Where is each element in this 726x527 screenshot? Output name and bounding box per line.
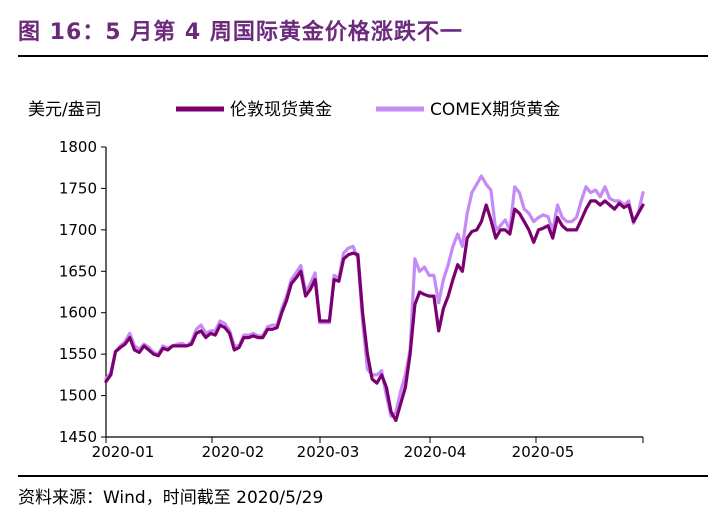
- y-tick-label: 1450: [59, 428, 97, 446]
- x-tick-label: 2020-01: [92, 443, 155, 461]
- gold-price-line-chart: 美元/盎司 伦敦现货黄金 COMEX期货黄金 1800 1750 1700 1650 16…: [28, 100, 645, 461]
- y-tick-label: 1500: [59, 387, 97, 405]
- legend-label: COMEX期货黄金: [430, 100, 560, 120]
- title-divider: [18, 55, 708, 57]
- source-note: 资料来源：Wind，时间截至 2020/5/29: [18, 488, 324, 508]
- series-group: [104, 174, 645, 422]
- y-tick-label: 1800: [59, 138, 97, 156]
- y-axis-unit-label: 美元/盎司: [28, 100, 102, 120]
- x-tick-label: 2020-03: [297, 443, 360, 461]
- y-axis: 1800 1750 1700 1650 1600 1550 1500 1450: [59, 138, 107, 446]
- y-tick-label: 1650: [59, 262, 97, 280]
- y-tick-label: 1600: [59, 304, 97, 322]
- legend: 伦敦现货黄金 COMEX期货黄金: [176, 100, 560, 120]
- y-tick-label: 1550: [59, 345, 97, 363]
- x-tick-label: 2020-04: [404, 443, 467, 461]
- figure-title: 图 16：5 月第 4 周国际黄金价格涨跌不一: [18, 20, 463, 45]
- x-tick-label: 2020-02: [202, 443, 265, 461]
- y-tick-label: 1700: [59, 221, 97, 239]
- x-tick-label: 2020-05: [512, 443, 575, 461]
- footer-divider: [18, 475, 708, 477]
- series-line-london-spot-gold: [104, 199, 645, 422]
- series-line-comex-gold-futures: [104, 174, 645, 418]
- x-axis: 2020-01 2020-02 2020-03 2020-04 2020-05: [92, 436, 644, 461]
- y-tick-label: 1750: [59, 179, 97, 197]
- legend-label: 伦敦现货黄金: [230, 100, 332, 120]
